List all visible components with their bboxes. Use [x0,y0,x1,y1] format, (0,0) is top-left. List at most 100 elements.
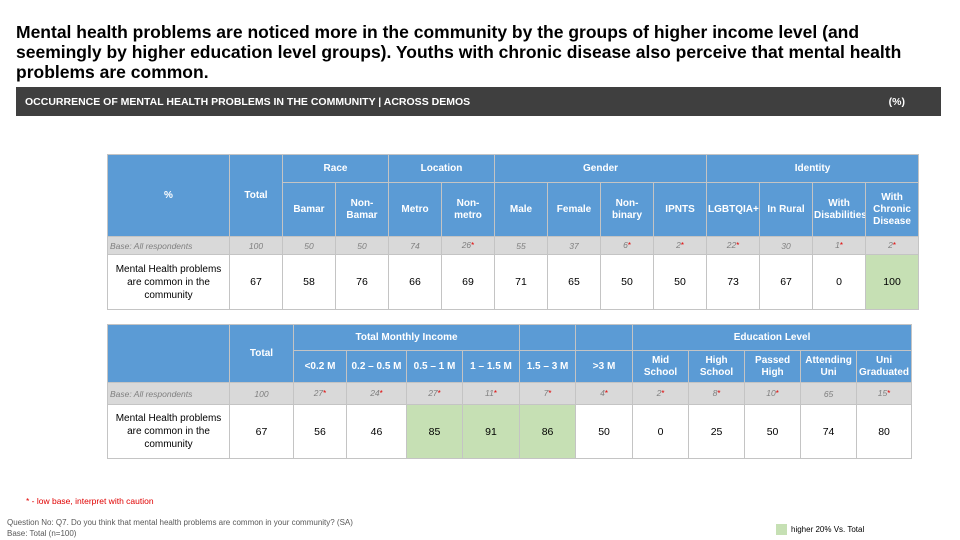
base-cell: 10* [744,382,802,405]
group-header-gender: Gender [494,154,708,183]
base-value: 10 [766,388,776,398]
column-header-with-disabilities: With Disabilities [812,182,867,237]
column-header-attending-uni: Attending Uni [800,350,858,383]
base-cell: 50 [335,236,389,255]
column-header-1-1-5-m: 1 – 1.5 M [461,350,521,383]
base-total: 100 [229,236,283,255]
low-base-marker: * [548,389,552,398]
low-base-marker: * [379,389,383,398]
value-total: 67 [229,254,283,310]
base-value: 6 [623,240,628,250]
value-cell: 50 [600,254,655,310]
base-cell: 50 [282,236,336,255]
legend-label: higher 20% Vs. Total [791,525,865,534]
corner-cell [107,324,230,383]
base-cell: 24* [346,382,407,405]
column-header-3-m: >3 M [575,350,634,383]
value-cell: 86 [519,404,577,459]
base-cell: 37 [547,236,602,255]
value-cell: 50 [575,404,634,459]
column-header-male: Male [494,182,549,237]
page-headline: Mental health problems are noticed more … [16,22,902,82]
base-value: 27 [428,388,438,398]
base-cell: 6* [600,236,655,255]
base-value: 30 [781,240,791,251]
value-cell: 71 [494,254,549,310]
group-header-blank [519,324,577,351]
base-value: 26 [461,240,472,250]
base-cell: 27* [293,382,347,405]
base-value: 22 [726,240,737,250]
value-cell: 56 [293,404,347,459]
total-header: Total [229,324,294,383]
value-cell: 50 [744,404,802,459]
column-header-bamar: Bamar [282,182,336,237]
value-cell: 0 [812,254,867,310]
column-header-passed-high: Passed High [744,350,802,383]
base-total: 100 [229,382,294,405]
base-value: 50 [304,240,314,251]
group-header-location: Location [387,154,496,183]
demographics-table: % Total Race Location Gender Identity Ba… [107,154,920,310]
base-value: 8 [712,388,718,398]
low-base-marker: * [471,241,475,250]
section-band: OCCURRENCE OF MENTAL HEALTH PROBLEMS IN … [16,87,941,116]
value-cell: 50 [653,254,708,310]
column-header-uni-graduated: Uni Graduated [856,350,913,383]
low-base-marker: * [661,389,665,398]
base-value: 55 [516,240,526,251]
column-header-ipnts: IPNTS [653,182,708,237]
base-cell: 4* [575,382,634,405]
value-cell: 74 [800,404,858,459]
low-base-marker: * [887,389,891,398]
column-header-non-metro: Non-metro [440,182,496,237]
income-education-table: Total Total Monthly Income Education Lev… [107,324,913,459]
base-cell: 65 [800,382,858,405]
base-value: 65 [823,388,834,399]
base-value: 2 [888,240,893,250]
base-value: 2 [676,240,681,250]
column-header-0-2-0-5-m: 0.2 – 0.5 M [346,350,407,383]
base-cell: 2* [632,382,690,405]
group-header-education: Education Level [632,324,913,351]
value-cell: 76 [335,254,389,310]
section-title: OCCURRENCE OF MENTAL HEALTH PROBLEMS IN … [25,96,471,108]
column-header-non-bamar: Non-Bamar [335,182,389,237]
value-cell: 69 [440,254,496,310]
value-cell: 65 [547,254,602,310]
base-value: 11 [485,388,494,398]
base-value: 4 [600,388,605,398]
base-cell: 15* [856,382,913,405]
low-base-marker: * [680,241,684,250]
base-value: 27 [313,388,324,398]
column-header-mid-school: Mid School [632,350,690,383]
base-cell: 2* [865,236,920,255]
base-value: 24 [370,388,380,398]
column-header-high-school: High School [688,350,746,383]
value-cell: 58 [282,254,336,310]
value-cell: 25 [688,404,746,459]
legend-swatch [776,524,787,535]
base-value: 15 [877,388,888,398]
value-total: 67 [229,404,294,459]
value-cell: 0 [632,404,690,459]
low-base-marker: * [892,241,896,250]
base-value: 74 [410,240,420,251]
value-cell: 91 [461,404,521,459]
base-cell: 1* [812,236,867,255]
question-note: Question No: Q7. Do you think that menta… [7,518,353,527]
value-cell: 46 [346,404,407,459]
low-base-marker: * [775,389,779,398]
base-cell: 2* [653,236,708,255]
base-cell: 7* [519,382,577,405]
row-label: Mental Health problems are common in the… [107,254,230,310]
value-cell: 85 [406,404,463,459]
base-cell: 55 [494,236,549,255]
total-header: Total [229,154,283,237]
base-cell: 74 [388,236,442,255]
base-cell: 22* [706,236,761,255]
value-cell: 66 [388,254,442,310]
base-note: Base: Total (n=100) [7,529,77,538]
column-header-female: Female [547,182,602,237]
group-header-blank [575,324,634,351]
